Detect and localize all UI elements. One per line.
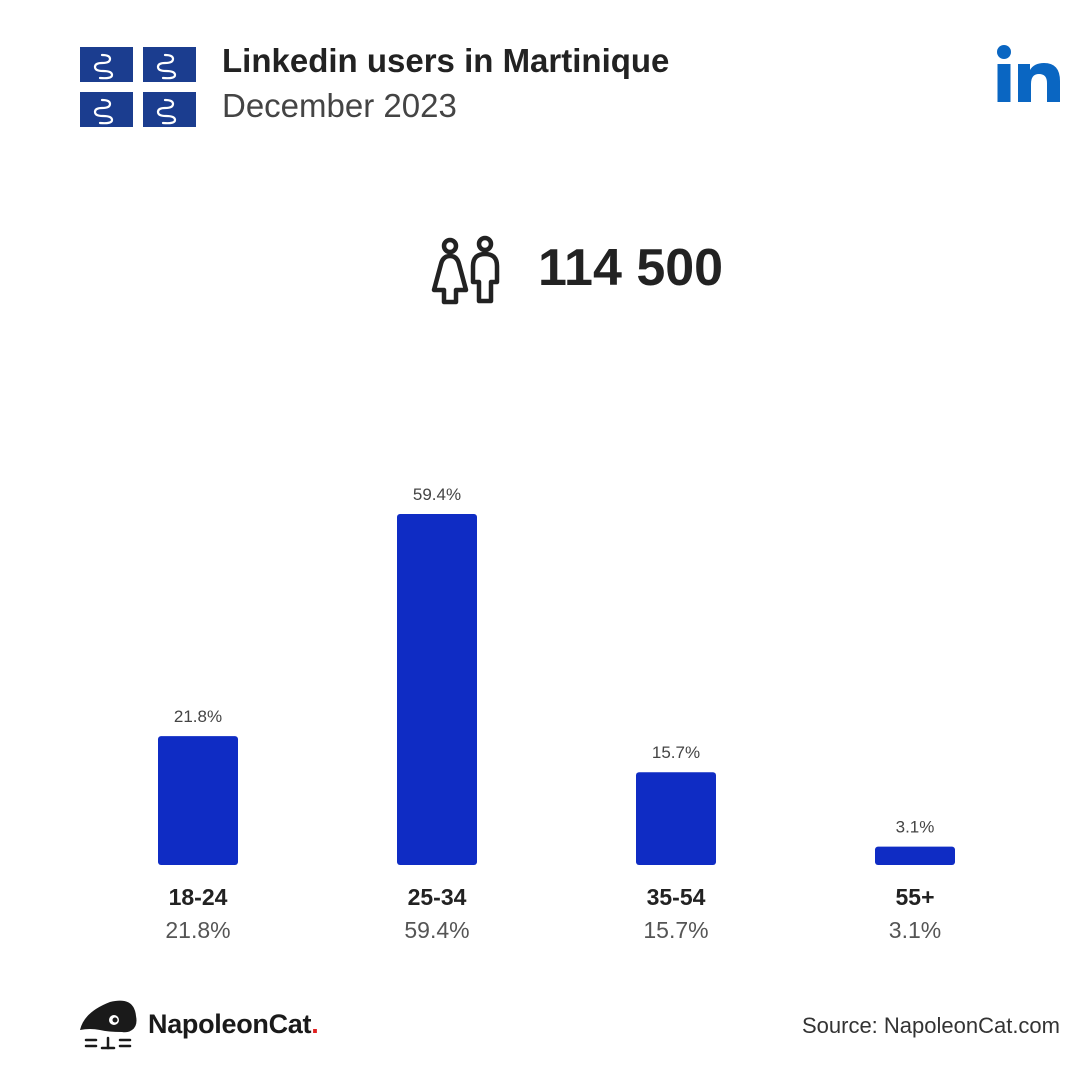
bar-35-54 — [636, 772, 716, 865]
users-icon — [431, 235, 500, 305]
age-distribution-chart: 21.8% 18-24 21.8% 59.4% 25-34 59.4% 15.7% 35-54… — [158, 485, 955, 943]
page-title: Linkedin users in Martinique — [222, 42, 670, 79]
brand-dot: . — [311, 1009, 319, 1039]
bar-25-34 — [397, 514, 477, 865]
linkedin-logo-icon — [997, 45, 1060, 102]
page-subtitle: December 2023 — [222, 87, 457, 124]
category-label-55+: 55+ — [895, 884, 934, 910]
data-label-25-34: 59.4% — [413, 485, 461, 504]
data-label-35-54: 15.7% — [652, 743, 700, 762]
category-label-25-34: 25-34 — [408, 884, 467, 910]
data-label-55+: 3.1% — [896, 818, 935, 837]
napoleoncat-logo-text: NapoleonCat. — [148, 1009, 319, 1040]
category-value-35-54: 15.7% — [643, 917, 708, 943]
category-label-18-24: 18-24 — [169, 884, 228, 910]
category-value-18-24: 21.8% — [165, 917, 230, 943]
bar-55+ — [875, 846, 955, 865]
napoleoncat-logo-icon — [80, 1000, 137, 1050]
martinique-flag-icon — [80, 47, 196, 127]
category-value-25-34: 59.4% — [404, 917, 469, 943]
brand-name: NapoleonCat — [148, 1009, 312, 1039]
category-label-35-54: 35-54 — [647, 884, 706, 910]
bar-18-24 — [158, 736, 238, 865]
category-value-55+: 3.1% — [889, 917, 941, 943]
data-label-18-24: 21.8% — [174, 707, 222, 726]
source-credit: Source: NapoleonCat.com — [801, 1013, 1060, 1038]
total-users-value: 114 500 — [538, 239, 724, 297]
